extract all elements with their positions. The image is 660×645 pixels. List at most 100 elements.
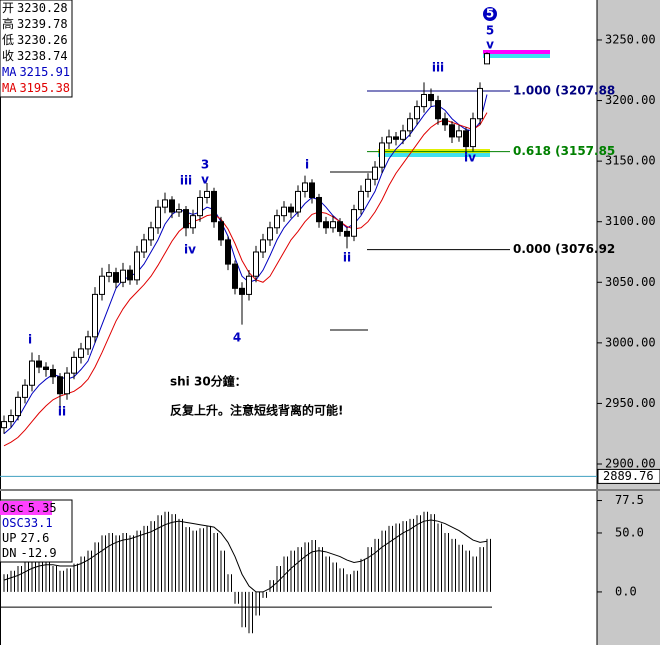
candle-body (36, 360, 42, 368)
candle-body (85, 336, 91, 350)
candle-body (323, 221, 329, 229)
candle-body (113, 272, 119, 283)
candle-body (428, 93, 434, 102)
info-name: 高 (2, 16, 14, 31)
candle-body (442, 118, 448, 126)
candle-body (169, 199, 175, 213)
candle-body (64, 372, 70, 395)
fib-band (378, 153, 490, 157)
wave-label: iv (184, 243, 196, 257)
osc-highlight (0, 501, 52, 515)
candle-body (50, 369, 56, 378)
wave-label: iii (180, 174, 192, 188)
info-value: 3230.26 (17, 33, 68, 47)
candle-body (155, 206, 161, 229)
wave-label: 5 (486, 24, 494, 38)
info-name: OSC (2, 516, 24, 530)
fib-band (378, 149, 490, 153)
y-tick-label: 50.0 (615, 525, 644, 539)
osc-line (3, 519, 488, 593)
info-line: MA 3195.38 (2, 81, 70, 95)
candle-body (71, 356, 77, 374)
candle-body (260, 239, 266, 253)
candle-body (407, 118, 413, 132)
info-value: 3230.28 (17, 1, 68, 15)
wave-label: i (305, 158, 309, 172)
candle-body (22, 384, 28, 398)
wave-label: 4 (233, 331, 241, 345)
info-name: MA (2, 81, 17, 95)
candle-body (120, 269, 126, 283)
candle-body (141, 239, 147, 253)
candle-body (400, 130, 406, 140)
y-tick-label: 77.5 (615, 493, 644, 507)
y-tick-label: 3250.00 (605, 32, 656, 46)
info-line: 高 3239.78 (2, 16, 68, 31)
info-name: UP (2, 531, 16, 545)
candle-body (470, 118, 476, 148)
candle-body (267, 227, 273, 241)
y-tick-label: 0.0 (615, 584, 637, 598)
info-name: Osc (2, 501, 24, 515)
candle-body (57, 376, 63, 395)
target-band (483, 54, 550, 58)
info-name: MA (2, 65, 17, 79)
wave-label: iv (464, 151, 476, 165)
candle-body (239, 287, 245, 295)
info-value: 3239.78 (17, 17, 68, 31)
fib-label: 0.000 (3076.92 (513, 242, 615, 256)
candle-body (449, 124, 455, 138)
wave-label: v (486, 38, 494, 52)
candle-body (295, 190, 301, 213)
fib-label: 0.618 (3157.85 (513, 144, 615, 158)
osc-info-line: UP 27.6 (2, 531, 49, 545)
info-box (0, 0, 73, 98)
candle-body (358, 190, 364, 211)
axis-strip (597, 0, 660, 645)
candle-body (176, 209, 182, 213)
osc-info-line: Osc 5.35 (2, 501, 57, 515)
candle-body (463, 130, 469, 148)
info-value: 5.35 (28, 501, 57, 515)
osc-info-line: DN -12.9 (2, 546, 57, 560)
wave-label: ii (58, 405, 66, 419)
info-value: 27.6 (20, 531, 49, 545)
info-name: 低 (2, 33, 14, 47)
candle-body (484, 53, 490, 65)
info-value: 3238.74 (17, 49, 68, 63)
candle-body (477, 87, 483, 120)
info-name: DN (2, 546, 16, 560)
candle-body (106, 272, 112, 277)
candle-body (134, 251, 140, 281)
wave-label: iii (432, 61, 444, 75)
candle-body (43, 366, 49, 371)
candle-body (386, 136, 392, 144)
candle-body (183, 209, 189, 229)
y-tick-label: 2950.00 (605, 396, 656, 410)
candle-body (351, 209, 357, 237)
candle-body (288, 206, 294, 213)
osc-info-line: OSC33.1 (2, 516, 53, 530)
candle-body (29, 360, 35, 386)
wave-label: 3 (201, 158, 209, 172)
candle-body (204, 190, 210, 198)
candle-body (414, 106, 420, 120)
cursor-box (597, 468, 660, 484)
candle-body (162, 199, 168, 208)
candle-body (225, 239, 231, 265)
candle-body (197, 196, 203, 217)
target-band (483, 50, 550, 54)
wave-circle (483, 7, 497, 21)
candle-body (246, 275, 252, 295)
info-value: 3195.38 (19, 81, 70, 95)
candle-body (421, 93, 427, 108)
info-line: MA 3215.91 (2, 65, 70, 79)
info-value: 33.1 (24, 516, 53, 530)
candle-body (190, 215, 196, 229)
candle-body (253, 251, 259, 277)
y-tick-label: 3200.00 (605, 93, 656, 107)
wave-label: i (28, 333, 32, 347)
comment: 反复上升。注意短线背离的可能! (170, 403, 343, 418)
y-tick-label: 3100.00 (605, 214, 656, 228)
candle-body (15, 396, 21, 417)
